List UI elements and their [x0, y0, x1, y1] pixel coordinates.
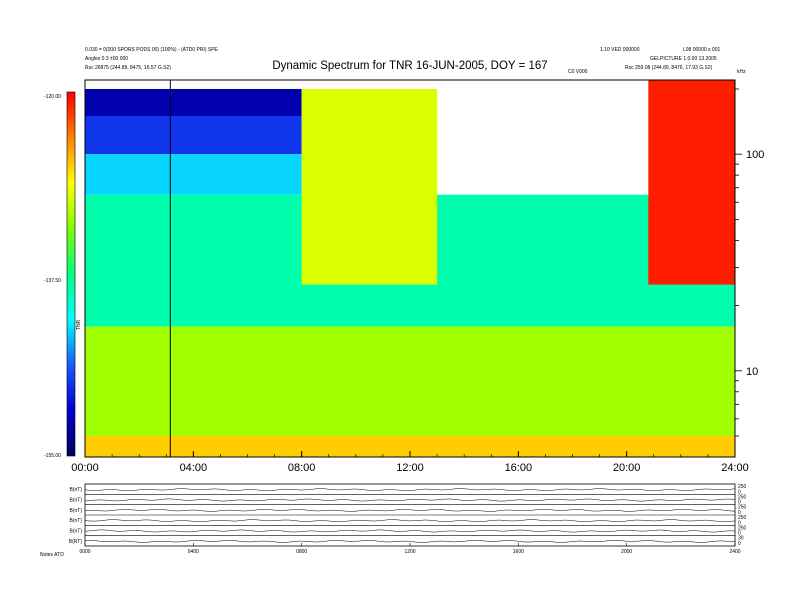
x-tick-label: 00:00 [71, 462, 99, 474]
stack-row-bottom-value: 0 [738, 510, 741, 516]
y-tick-label: 10 [746, 366, 758, 378]
stack-row-trace [84, 509, 736, 512]
stack-row-label: B(nT) [70, 498, 83, 504]
stack-x-tick-label: 2400 [729, 549, 740, 555]
stack-row-bottom-value: 0 [738, 500, 741, 506]
stack-row-top-value: 250 [738, 494, 747, 500]
header-left-line3: Rsc 26875 (244.89, 8475, 16.57 G.S2) [85, 65, 171, 71]
stack-x-tick-label: 0800 [296, 549, 307, 555]
stack-row-trace [84, 488, 736, 491]
stack-row-top-value: 250 [738, 525, 747, 531]
header-right-line4: Rsc 259.08 (244.89, 8476, 17.93 G.S2) [625, 65, 713, 71]
stack-row-bottom-value: 0 [738, 520, 741, 526]
chart-title: Dynamic Spectrum for TNR 16-JUN-2005, DO… [272, 60, 547, 72]
stack-row-trace [84, 519, 736, 522]
spectrum-region-5 [85, 436, 735, 457]
stack-row-label: B(nT) [70, 529, 83, 535]
header-left-line2: Angles 0.3 ±00 000 [85, 56, 128, 62]
header-right-line1: 1.10 VED 000000 [600, 47, 640, 53]
footer-label: Notes ATD [40, 552, 64, 558]
top-axis-mark: C0 V000 [568, 69, 588, 75]
y-axis: 100 10 [735, 88, 764, 437]
stack-plots: B(nT)2500B(nT)2500B(nT)2500B(nT)2500B(nT… [69, 483, 747, 555]
stack-row-trace [84, 529, 736, 533]
stack-row-top-value: 250 [738, 515, 747, 521]
stack-x-tick-label: 2000 [621, 549, 632, 555]
stack-x-tick-label: 0000 [79, 549, 90, 555]
colorbar [66, 91, 76, 457]
stack-row-bottom-value: 0 [738, 531, 741, 537]
colorbar-axis-label: TNR [76, 319, 82, 330]
spectrogram [85, 80, 735, 457]
x-tick-label: 24:00 [721, 462, 749, 474]
top-right-unit: kHz [737, 69, 746, 75]
x-tick-label: 12:00 [396, 462, 424, 474]
x-tick-label: 20:00 [613, 462, 641, 474]
stack-x-tick-label: 1600 [513, 549, 524, 555]
stack-x-tick-label: 1200 [404, 549, 415, 555]
colorbar-mid-label: -137.50 [44, 278, 61, 284]
spectrum-region-7 [648, 80, 735, 285]
y-tick-label: 100 [746, 149, 764, 161]
header-right-line3: GELPICTURE 1.0.00 13.2005 [650, 56, 717, 62]
colorbar-top-label: -120.00 [44, 94, 61, 100]
spectrum-region-6 [301, 88, 438, 285]
spectrum-region-0 [85, 88, 302, 117]
stack-x-tick-label: 0400 [188, 549, 199, 555]
stack-row-label: B(nT) [70, 487, 83, 493]
x-tick-label: 16:00 [505, 462, 533, 474]
spectrum-region-4 [85, 326, 735, 437]
colorbar-bottom-label: -155.00 [44, 453, 61, 459]
header-right-line2: L08 00000 s 001 [683, 47, 720, 53]
stack-row-bottom-value: 0 [738, 489, 741, 495]
stack-row-bottom-value: 0 [738, 541, 741, 547]
spectrum-region-2 [85, 154, 302, 195]
x-axis: 00:00 04:00 08:00 12:00 16:00 20:00 24:00 [71, 451, 749, 474]
stack-row-top-value: 30 [738, 536, 744, 542]
spectrum-region-1 [85, 116, 302, 155]
stack-row-top-value: 250 [738, 505, 747, 511]
stack-row-label: B(RT) [69, 539, 83, 545]
x-tick-label: 04:00 [180, 462, 208, 474]
x-tick-label: 08:00 [288, 462, 316, 474]
stack-row-trace [84, 498, 736, 502]
stack-row-label: B(nT) [70, 518, 83, 524]
stack-row-label: B(nT) [70, 508, 83, 514]
stack-row-trace [84, 540, 736, 543]
header-left-line1: 0.030 = 0(000 SPORS PODS 00) (100%) - (A… [85, 47, 219, 53]
stack-row-top-value: 250 [738, 484, 747, 490]
